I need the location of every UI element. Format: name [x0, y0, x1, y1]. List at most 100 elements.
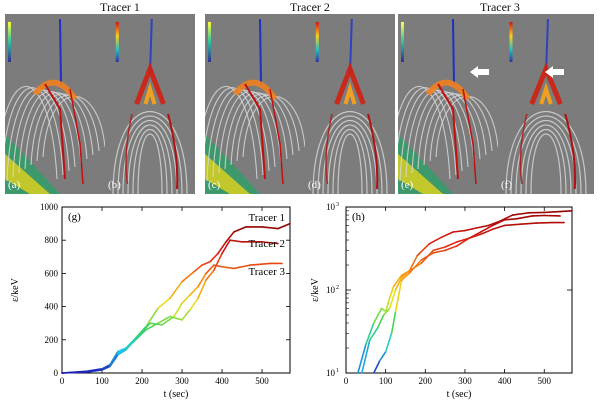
series-segment — [400, 272, 411, 282]
snapshot-panel-d: (d) — [305, 14, 395, 194]
series-segment — [487, 220, 502, 227]
series-segment — [432, 246, 446, 252]
series-segment — [117, 347, 127, 354]
series-segment — [161, 315, 175, 326]
snapshot-panel-e: (e) — [398, 14, 498, 194]
series-segment — [217, 241, 227, 255]
x-tick-label: 500 — [255, 376, 269, 386]
series-segment — [117, 348, 127, 356]
x-tick-label: 300 — [175, 376, 189, 386]
series-segment — [420, 252, 435, 261]
y-tick-label: 400 — [45, 302, 59, 312]
series-segment — [384, 332, 393, 353]
series-segment — [543, 210, 561, 214]
series-segment — [503, 218, 518, 221]
series-segment — [491, 224, 506, 231]
series-segment — [376, 314, 385, 329]
series-segment — [394, 277, 403, 291]
series-segment — [137, 322, 151, 338]
series-segment — [515, 215, 534, 220]
series-segment — [378, 351, 387, 362]
y-tick-label: 0 — [54, 368, 59, 378]
y-tick-label: 1000 — [40, 202, 59, 212]
series-segment — [261, 241, 279, 245]
y-tick-label: 10 — [326, 285, 336, 295]
series-segment — [157, 297, 171, 310]
series-segment — [205, 269, 215, 281]
y-axis-label: ε/keV — [310, 277, 321, 301]
x-tick-label: 100 — [95, 376, 109, 386]
series-segment — [173, 302, 183, 318]
y-tick-label: 200 — [45, 335, 59, 345]
series-segment — [149, 322, 163, 326]
series-segment — [221, 239, 231, 255]
series-segment — [394, 279, 403, 313]
series-segment — [181, 309, 191, 321]
series-segment — [400, 270, 411, 279]
y-tick-label: 10 — [326, 368, 336, 378]
panel-label: (a) — [8, 179, 21, 191]
series-segment — [221, 265, 235, 270]
y-tick-label: 10 — [326, 202, 336, 212]
y-tick-exponent: 1 — [336, 368, 339, 374]
x-tick-label: 0 — [344, 376, 349, 386]
snapshot-panel-a: (a) — [5, 14, 105, 194]
series-segment — [372, 360, 381, 374]
panel-label: (e) — [401, 179, 414, 191]
series-segment — [452, 229, 466, 233]
series-segment — [361, 339, 371, 374]
chart-panel-label: (h) — [352, 211, 365, 223]
series-segment — [456, 237, 470, 247]
y-axis-label: ε/keV — [10, 277, 21, 301]
x-tick-label: 400 — [215, 376, 229, 386]
series-segment — [491, 219, 506, 227]
series-segment — [368, 327, 379, 341]
series-segment — [261, 226, 279, 230]
simulation-render — [312, 18, 388, 194]
series-segment — [388, 285, 395, 299]
series-segment — [519, 222, 538, 226]
series-segment — [193, 264, 203, 273]
x-tick-label: 400 — [498, 376, 512, 386]
series-segment — [233, 226, 247, 233]
series-segment — [101, 365, 111, 371]
legend-label-1: Tracer 1 — [248, 212, 285, 224]
highlight-arrow-icon — [470, 66, 489, 78]
series-segment — [511, 212, 530, 216]
series-tracer-3 — [61, 262, 283, 374]
series-segment — [181, 270, 195, 283]
legend-label-2: Tracer 2 — [248, 238, 285, 250]
series-segment — [480, 228, 494, 236]
series-segment — [189, 285, 199, 296]
series-segment — [169, 280, 183, 300]
series-segment — [85, 369, 103, 373]
series-segment — [468, 233, 482, 240]
simulation-render — [505, 18, 587, 194]
series-segment — [428, 236, 442, 245]
tracer-2-title: Tracer 2 — [290, 0, 330, 14]
series-segment — [125, 335, 139, 351]
series-segment — [372, 307, 383, 324]
tracer-3-title: Tracer 3 — [480, 0, 520, 14]
series-segment — [408, 254, 419, 272]
series-segment — [416, 243, 431, 257]
series-segment — [197, 272, 207, 288]
series-segment — [476, 224, 490, 229]
series-segment — [213, 252, 223, 271]
chart-g: 0 100 200 300 400 500 0 200 400 600 800 1000 (g) t (s… — [10, 202, 291, 400]
simulation-render — [205, 18, 305, 194]
series-segment — [225, 231, 235, 243]
series-segment — [464, 227, 478, 232]
x-tick-label: 300 — [458, 376, 472, 386]
x-tick-label: 200 — [135, 376, 149, 386]
series-segment — [109, 353, 119, 368]
snapshot-panel-f: (f) — [498, 14, 594, 194]
series-segment — [61, 371, 87, 374]
snapshot-panel-c: (c) — [205, 14, 305, 194]
panel-label: (f) — [501, 179, 512, 191]
series-segment — [392, 274, 403, 288]
series-segment — [444, 245, 458, 252]
simulation-render — [112, 18, 188, 194]
series-segment — [388, 289, 397, 310]
